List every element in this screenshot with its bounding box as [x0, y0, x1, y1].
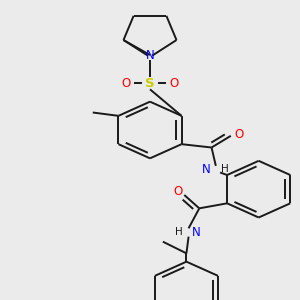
Text: N: N	[202, 163, 211, 176]
Text: H: H	[221, 164, 229, 174]
Text: S: S	[145, 77, 155, 90]
Text: H: H	[175, 227, 183, 237]
Text: O: O	[173, 185, 182, 198]
Text: O: O	[169, 77, 178, 90]
Text: O: O	[122, 77, 131, 90]
Text: N: N	[192, 226, 201, 239]
Text: O: O	[234, 128, 243, 141]
Text: N: N	[146, 49, 154, 62]
